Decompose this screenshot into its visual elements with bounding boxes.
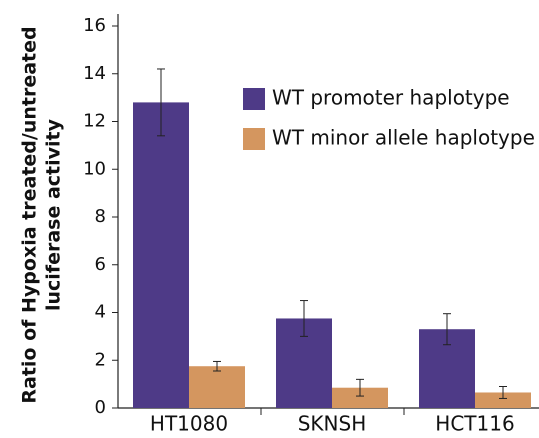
y-tick-label: 2 <box>95 349 106 370</box>
y-axis-title: Ratio of Hypoxia treated/untreated lucif… <box>19 26 65 403</box>
legend-label: WT minor allele haplotype <box>272 126 535 150</box>
y-tick-label: 12 <box>83 111 106 132</box>
legend-swatch <box>243 128 265 150</box>
y-tick-label: 4 <box>95 302 106 323</box>
y-label-line: Ratio of Hypoxia treated/untreated <box>19 26 41 403</box>
bar <box>332 387 388 408</box>
y-tick-label: 16 <box>83 15 106 36</box>
y-label-line: luciferase activity <box>43 118 65 311</box>
bar <box>475 392 531 408</box>
y-tick-label: 8 <box>95 206 106 227</box>
bar <box>133 102 189 409</box>
y-tick-label: 0 <box>95 397 106 418</box>
y-tick-label: 6 <box>95 254 106 275</box>
legend-label: WT promoter haplotype <box>272 86 510 110</box>
x-tick-label: SKNSH <box>298 412 367 436</box>
legend-swatch <box>243 88 265 110</box>
bar <box>189 366 245 408</box>
x-tick-label: HT1080 <box>150 412 228 436</box>
y-tick-label: 10 <box>83 158 106 179</box>
y-tick-label: 14 <box>83 63 106 84</box>
x-tick-label: HCT116 <box>435 412 514 436</box>
